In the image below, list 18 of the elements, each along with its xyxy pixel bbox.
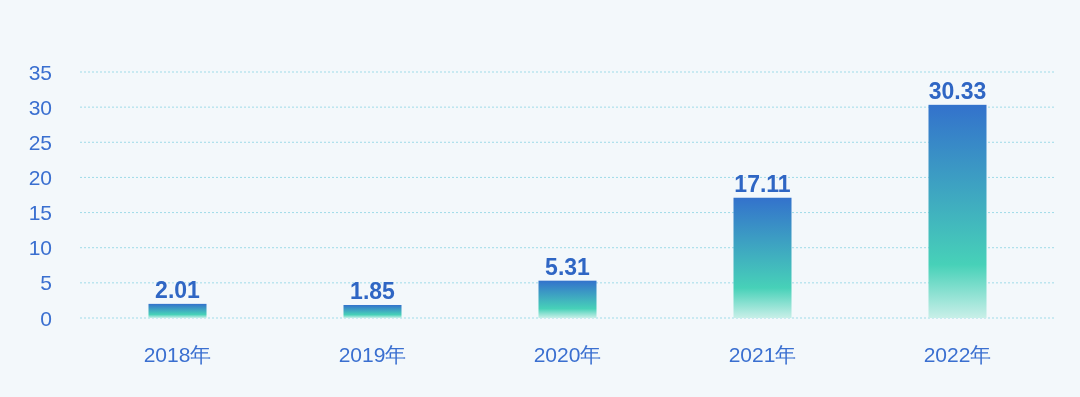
x-tick-label: 2022年	[923, 343, 992, 366]
x-tick-label: 2018年	[143, 343, 212, 366]
x-tick-label: 2020年	[533, 343, 602, 366]
data-label: 5.31	[545, 253, 591, 280]
y-tick-label: 20	[28, 165, 52, 189]
x-tick-label: 2019年	[338, 343, 407, 366]
y-tick-label: 0	[40, 306, 52, 330]
y-tick-label: 25	[28, 130, 52, 154]
y-tick-label: 10	[28, 236, 52, 260]
data-label: 1.85	[350, 278, 396, 304]
y-tick-label: 35	[28, 60, 52, 84]
data-label: 17.11	[734, 170, 791, 197]
y-tick-label: 15	[28, 201, 52, 225]
y-tick-label: 30	[28, 95, 52, 119]
y-tick-label: 5	[40, 271, 52, 295]
data-label: 2.01	[155, 276, 201, 303]
data-label: 30.33	[928, 77, 987, 104]
x-tick-label: 2021年	[728, 343, 797, 366]
